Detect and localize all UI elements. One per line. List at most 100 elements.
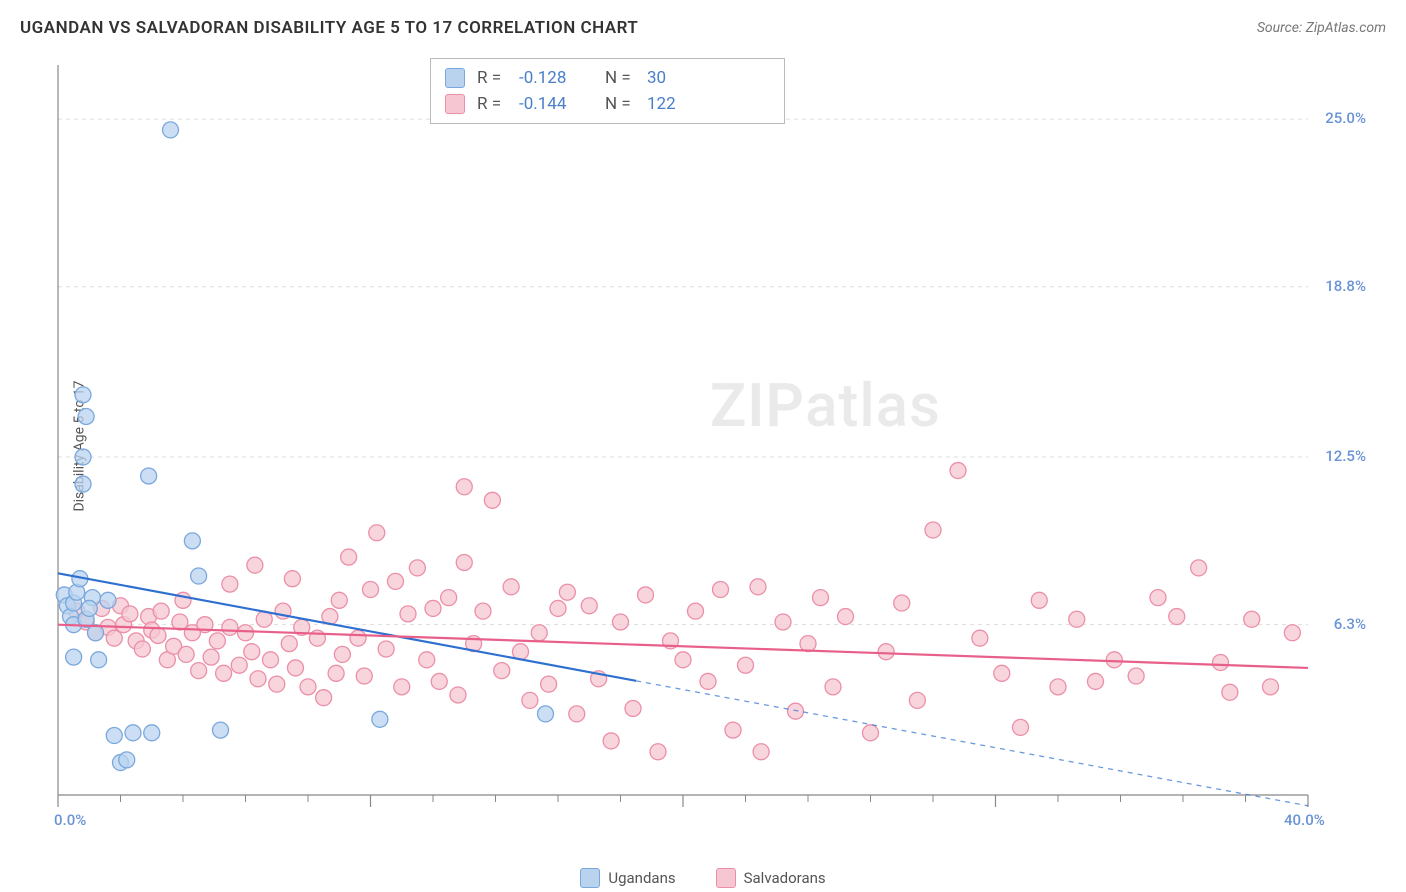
scatter-point <box>425 600 441 616</box>
y-tick-label: 25.0% <box>1325 109 1366 127</box>
legend-bottom: UgandansSalvadorans <box>0 868 1406 888</box>
scatter-point <box>122 606 138 622</box>
scatter-point <box>209 633 225 649</box>
stats-row: R =-0.144N =122 <box>445 91 770 117</box>
scatter-point <box>494 663 510 679</box>
scatter-point <box>950 463 966 479</box>
scatter-point <box>91 652 107 668</box>
scatter-point <box>1244 611 1260 627</box>
scatter-point <box>141 468 157 484</box>
scatter-point <box>281 636 297 652</box>
scatter-point <box>331 592 347 608</box>
scatter-point <box>163 122 179 138</box>
scatter-point <box>909 692 925 708</box>
legend-item: Salvadorans <box>716 868 826 888</box>
scatter-point <box>613 614 629 630</box>
scatter-point <box>178 646 194 662</box>
scatter-point <box>363 582 379 598</box>
scatter-point <box>356 668 372 684</box>
scatter-point <box>1191 560 1207 576</box>
scatter-point <box>1031 592 1047 608</box>
correlation-stats-box: R =-0.128N =30R =-0.144N =122 <box>430 58 785 124</box>
scatter-point <box>503 579 519 595</box>
scatter-point <box>972 630 988 646</box>
scatter-point <box>650 744 666 760</box>
scatter-point <box>250 671 266 687</box>
scatter-point <box>81 600 97 616</box>
scatter-point <box>1169 609 1185 625</box>
stat-n-value: 122 <box>647 94 676 114</box>
scatter-point <box>1088 673 1104 689</box>
scatter-point <box>106 630 122 646</box>
scatter-point <box>894 595 910 611</box>
scatter-point <box>522 692 538 708</box>
scatter-point <box>625 700 641 716</box>
scatter-point <box>994 665 1010 681</box>
scatter-point <box>222 619 238 635</box>
scatter-point <box>1069 611 1085 627</box>
stat-r-value: -0.128 <box>519 68 597 88</box>
scatter-point <box>825 679 841 695</box>
chart-title: UGANDAN VS SALVADORAN DISABILITY AGE 5 T… <box>20 18 638 38</box>
scatter-point <box>78 408 94 424</box>
legend-swatch <box>580 868 600 888</box>
scatter-point <box>263 652 279 668</box>
x-tick-label: 40.0% <box>1284 811 1325 829</box>
stat-n-value: 30 <box>647 68 666 88</box>
scatter-point <box>800 636 816 652</box>
scatter-point <box>1013 719 1029 735</box>
scatter-point <box>753 744 769 760</box>
scatter-point <box>541 676 557 692</box>
scatter-point <box>100 592 116 608</box>
scatter-point <box>1263 679 1279 695</box>
scatter-point <box>475 603 491 619</box>
legend-swatch <box>445 68 465 88</box>
scatter-point <box>400 606 416 622</box>
source-attribution: Source: ZipAtlas.com <box>1257 20 1386 36</box>
scatter-point <box>581 598 597 614</box>
scatter-point <box>153 603 169 619</box>
scatter-point <box>284 571 300 587</box>
legend-label: Salvadorans <box>744 869 826 887</box>
scatter-point <box>247 557 263 573</box>
stat-r-label: R = <box>477 94 511 114</box>
scatter-point <box>775 614 791 630</box>
scatter-point <box>269 676 285 692</box>
scatter-point <box>878 644 894 660</box>
regression-line-extrapolated <box>636 681 1308 806</box>
scatter-point <box>603 733 619 749</box>
scatter-point <box>1222 684 1238 700</box>
scatter-point <box>838 609 854 625</box>
scatter-point <box>300 679 316 695</box>
scatter-point <box>1106 652 1122 668</box>
scatter-point <box>750 579 766 595</box>
scatter-point <box>700 673 716 689</box>
scatter-point <box>184 533 200 549</box>
scatter-point <box>238 625 254 641</box>
scatter-point <box>863 725 879 741</box>
stat-n-label: N = <box>605 94 639 114</box>
scatter-point <box>484 492 500 508</box>
stat-n-label: N = <box>605 68 639 88</box>
scatter-point <box>316 690 332 706</box>
scatter-point <box>66 649 82 665</box>
scatter-point <box>925 522 941 538</box>
scatter-point <box>372 711 388 727</box>
scatter-point <box>559 584 575 600</box>
scatter-point <box>638 587 654 603</box>
scatter-point <box>431 673 447 689</box>
scatter-point <box>231 657 247 673</box>
scatter-point <box>441 590 457 606</box>
scatter-point <box>788 703 804 719</box>
scatter-point <box>213 722 229 738</box>
x-tick-label: 0.0% <box>54 811 86 829</box>
scatter-point <box>738 657 754 673</box>
scatter-point <box>216 665 232 681</box>
scatter-point <box>725 722 741 738</box>
scatter-point <box>369 525 385 541</box>
scatter-point <box>675 652 691 668</box>
y-tick-label: 12.5% <box>1325 447 1366 465</box>
scatter-point <box>288 660 304 676</box>
scatter-point <box>1213 655 1229 671</box>
scatter-point <box>1050 679 1066 695</box>
